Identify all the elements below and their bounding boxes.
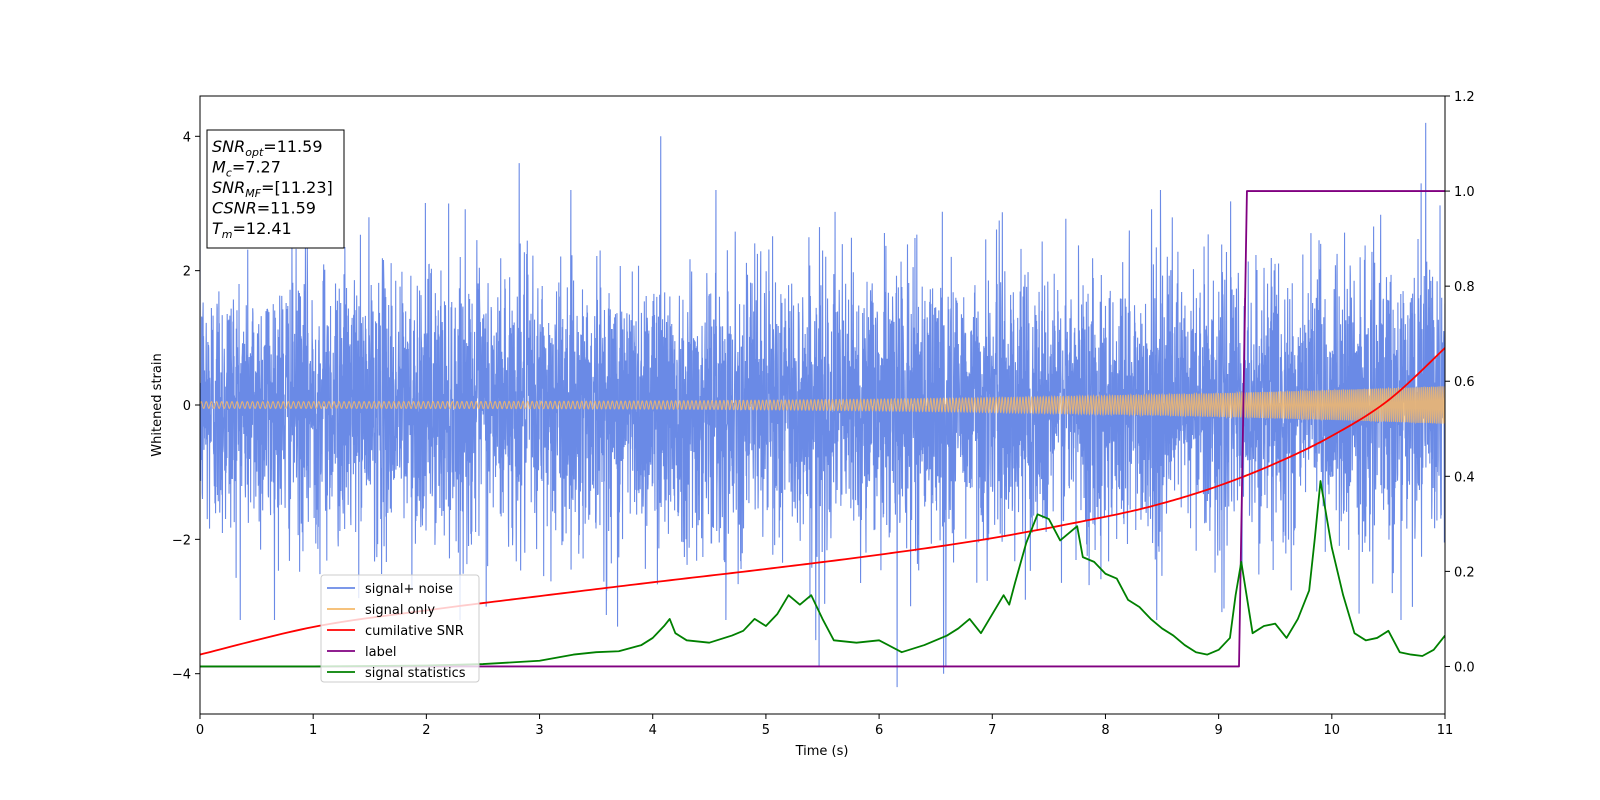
annotation-value: =12.41 bbox=[233, 219, 292, 238]
annotation-line: SNRopt=11.59 bbox=[212, 137, 323, 159]
x-tick-label: 4 bbox=[649, 723, 657, 738]
annotation-subscript: opt bbox=[245, 146, 264, 159]
legend-entry-label: signal statistics bbox=[365, 666, 466, 681]
x-axis: 0 1 2 3 4 5 6 7 8 9 10 11 bbox=[196, 714, 1453, 738]
annotation-value: =11.59 bbox=[257, 199, 316, 218]
y2-tick-label: 1.2 bbox=[1454, 90, 1475, 105]
y-tick-label: −4 bbox=[172, 668, 191, 683]
annotation-symbol: SNR bbox=[212, 137, 245, 156]
legend-entry-label: signal+ noise bbox=[365, 582, 453, 597]
x-tick-label: 8 bbox=[1101, 723, 1109, 738]
legend: signal+ noise signal only cumilative SNR la… bbox=[320, 574, 480, 683]
annotation-line: CSNR=11.59 bbox=[212, 199, 316, 218]
y-axis-label: Whitened strain bbox=[150, 353, 165, 456]
annotation-subscript: m bbox=[222, 228, 233, 241]
x-tick-label: 1 bbox=[309, 723, 317, 738]
annotation-box: SNRopt=11.59Mc=7.27SNRMF=[11.23]CSNR=11.… bbox=[206, 129, 345, 249]
annotation-line: Mc=7.27 bbox=[212, 158, 281, 180]
legend-entry-label: label bbox=[365, 645, 396, 660]
annotation-symbol: SNR bbox=[212, 178, 245, 197]
y-tick-label: 2 bbox=[183, 265, 191, 280]
signal-statistics-line bbox=[200, 480, 1445, 668]
y-tick-label: −2 bbox=[172, 533, 191, 548]
y-tick-label: 0 bbox=[183, 399, 191, 414]
x-tick-label: 6 bbox=[875, 723, 883, 738]
y2-tick-label: 0.2 bbox=[1454, 565, 1475, 580]
y2-tick-label: 0.8 bbox=[1454, 280, 1475, 295]
series-signal-only bbox=[200, 386, 1445, 425]
x-axis-label: Time (s) bbox=[795, 744, 849, 759]
series-label bbox=[200, 190, 1445, 668]
annotation-subscript: MF bbox=[245, 187, 261, 200]
y-axis-left: −4 −2 0 2 4 bbox=[172, 130, 200, 683]
y2-tick-label: 0.4 bbox=[1454, 470, 1475, 485]
annotation-line: Tm=12.41 bbox=[212, 219, 292, 241]
y-axis-right: 0.0 0.2 0.4 0.6 0.8 1.0 1.2 bbox=[1445, 90, 1475, 675]
annotation-value: =7.27 bbox=[232, 158, 281, 177]
label-line bbox=[200, 190, 1445, 668]
x-tick-label: 2 bbox=[422, 723, 430, 738]
x-tick-label: 5 bbox=[762, 723, 770, 738]
y2-tick-label: 0.0 bbox=[1454, 660, 1475, 675]
signal-only-line bbox=[200, 386, 1445, 425]
annotation-value: =11.59 bbox=[263, 137, 322, 156]
series-signal-statistics bbox=[200, 480, 1445, 668]
annotation-subscript: c bbox=[226, 167, 232, 180]
annotation-symbol: CSNR bbox=[212, 199, 257, 218]
annotation-symbol: T bbox=[212, 219, 223, 238]
annotation-line: SNRMF=[11.23] bbox=[212, 178, 333, 200]
x-tick-label: 7 bbox=[988, 723, 996, 738]
annotation-value: =[11.23] bbox=[261, 178, 333, 197]
x-tick-label: 10 bbox=[1324, 723, 1341, 738]
annotation-symbol: M bbox=[212, 158, 226, 177]
x-tick-label: 9 bbox=[1214, 723, 1222, 738]
x-tick-label: 3 bbox=[535, 723, 543, 738]
signal-noise-line bbox=[200, 122, 1445, 688]
y2-tick-label: 0.6 bbox=[1454, 375, 1475, 390]
series-signal-noise bbox=[200, 122, 1445, 688]
y-tick-label: 4 bbox=[183, 130, 191, 145]
y2-tick-label: 1.0 bbox=[1454, 185, 1475, 200]
legend-entry-label: cumilative SNR bbox=[365, 624, 464, 639]
x-tick-label: 0 bbox=[196, 723, 204, 738]
x-tick-label: 11 bbox=[1437, 723, 1454, 738]
legend-entry-label: signal only bbox=[365, 603, 435, 618]
